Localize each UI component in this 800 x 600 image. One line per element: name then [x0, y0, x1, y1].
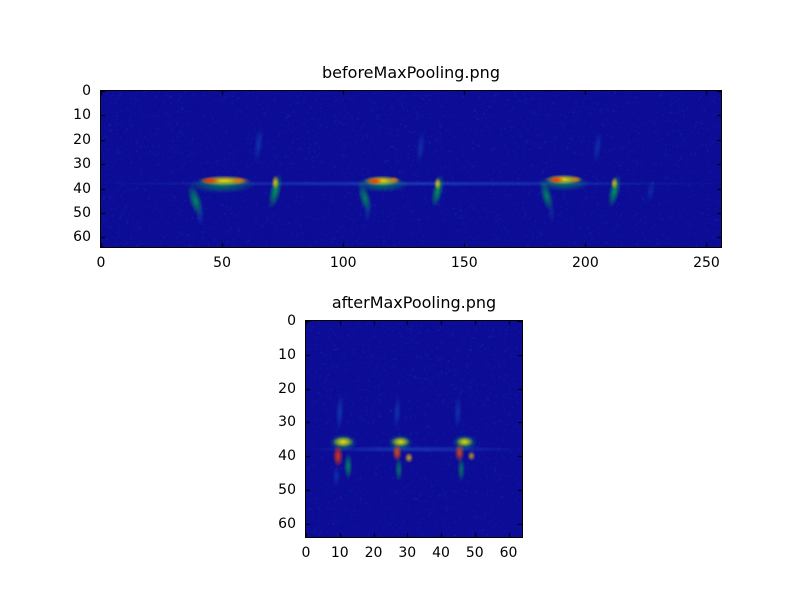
y-tick-label: 20 — [73, 131, 91, 148]
plot-before-maxpooling: beforeMaxPooling.png 0 10 20 30 40 50 60 0 50 10… — [73, 63, 722, 270]
plot-after-maxpooling: afterMaxPooling.png 0 10 20 30 40 50 60 0 10 20 3… — [278, 293, 523, 560]
y-tick-label: 0 — [82, 83, 91, 99]
x-tick-label: 0 — [96, 255, 106, 271]
x-tick-label: 60 — [499, 545, 518, 561]
x-tick-label: 200 — [572, 255, 599, 271]
x-tick-label: 20 — [364, 545, 383, 561]
y-tick-label: 60 — [278, 515, 296, 532]
y-axis-tick-labels-before: 0 10 20 30 40 50 60 — [57, 84, 91, 247]
y-tick-label: 40 — [278, 448, 296, 464]
y-tick-label: 40 — [73, 180, 91, 197]
y-tick-label: 50 — [73, 204, 91, 221]
x-tick-label: 40 — [432, 545, 450, 561]
y-tick-label: 30 — [278, 414, 296, 431]
heatmap-canvas-before — [100, 90, 722, 248]
y-axis-tick-labels-after: 0 10 20 30 40 50 60 — [262, 314, 296, 537]
y-tick-label: 50 — [278, 481, 296, 498]
y-tick-label: 10 — [278, 346, 296, 363]
y-tick-label: 10 — [73, 107, 91, 124]
x-tick-label: 30 — [398, 545, 417, 561]
x-axis-tick-labels-after: 0 10 20 30 40 50 60 — [302, 545, 522, 564]
y-tick-label: 0 — [287, 313, 296, 329]
y-tick-label: 20 — [278, 380, 296, 397]
x-tick-label: 0 — [301, 545, 311, 561]
x-tick-label: 100 — [329, 255, 357, 271]
x-tick-label: 250 — [693, 255, 720, 271]
x-tick-label: 10 — [330, 545, 349, 561]
y-tick-label: 60 — [73, 229, 91, 246]
y-tick-label: 30 — [73, 156, 91, 173]
x-tick-label: 150 — [450, 255, 478, 271]
x-tick-label: 50 — [213, 255, 232, 271]
plot-title-before: beforeMaxPooling.png — [322, 63, 500, 82]
x-tick-label: 50 — [465, 545, 484, 561]
heatmap-canvas-after — [305, 320, 523, 538]
plot-title-after: afterMaxPooling.png — [331, 293, 497, 312]
x-axis-tick-labels-before: 0 50 100 150 200 250 — [97, 255, 721, 274]
